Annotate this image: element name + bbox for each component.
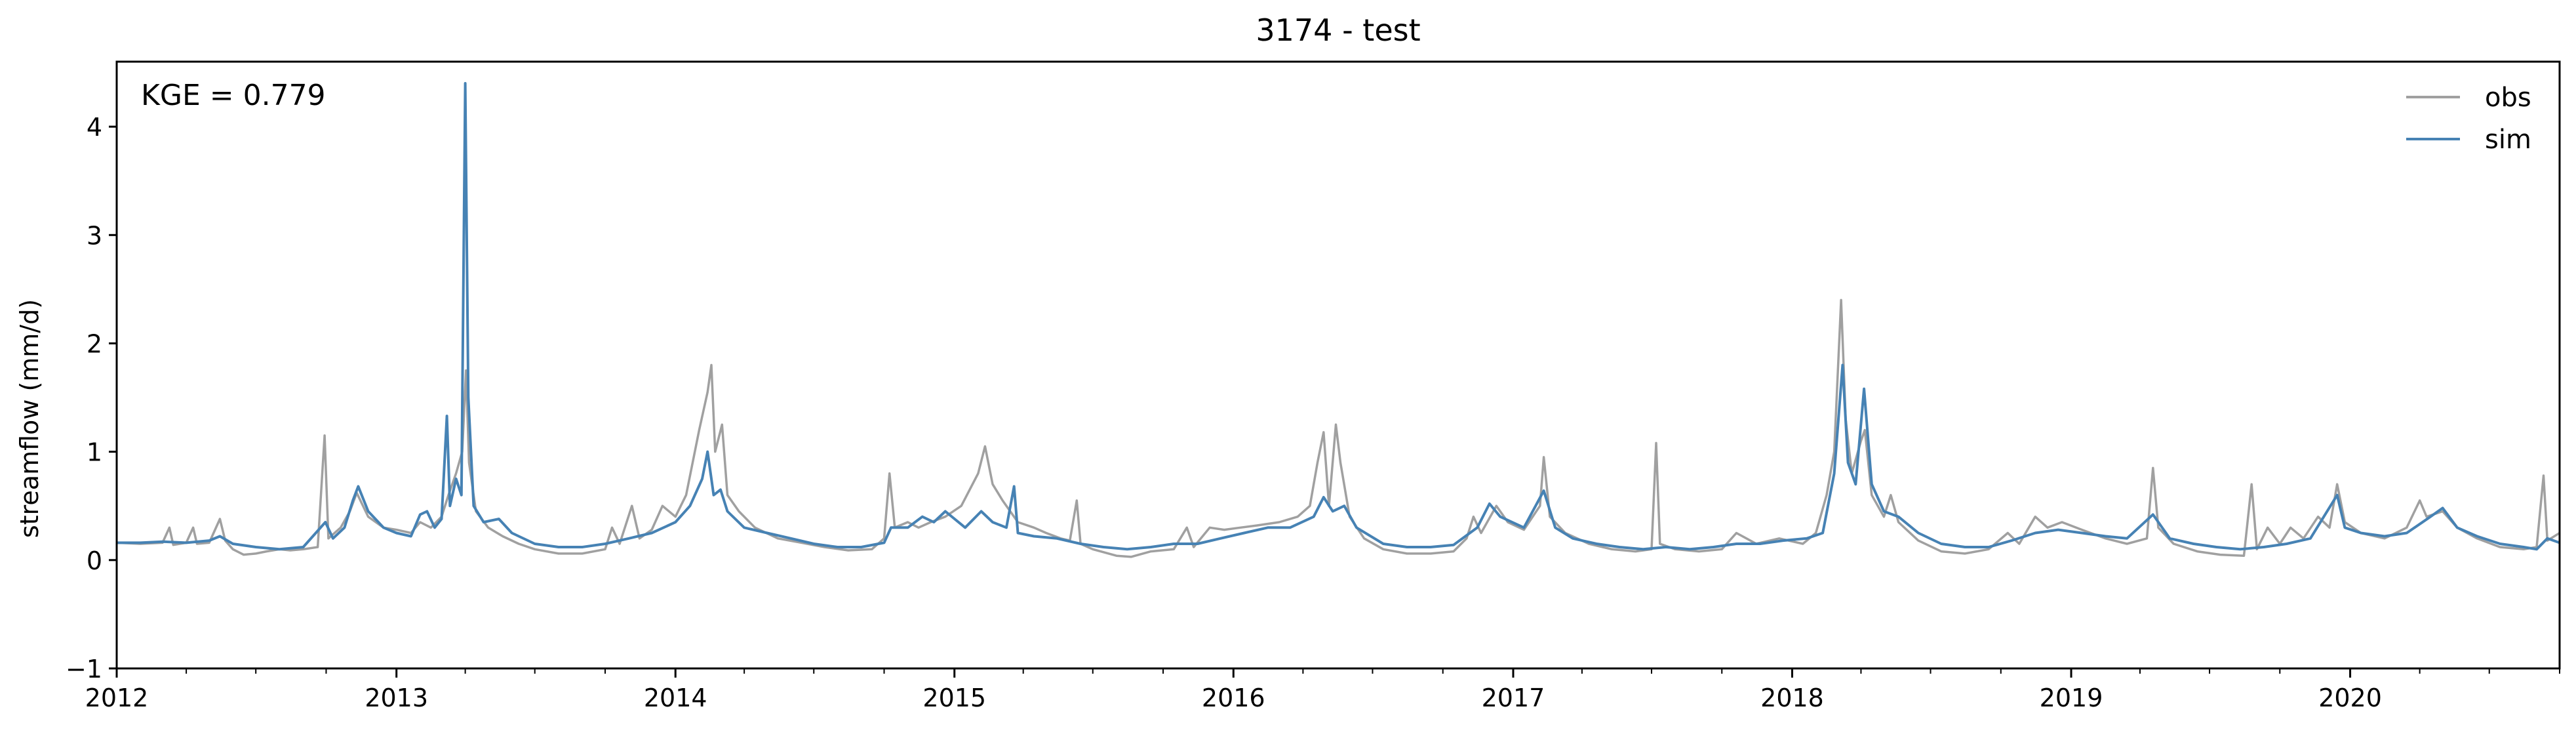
plot-frame [115, 60, 2561, 670]
x-tick-label: 2020 [2318, 684, 2382, 712]
x-tick-label: 2019 [2040, 684, 2103, 712]
x-tick-label: 2015 [922, 684, 986, 712]
legend-label-obs: obs [2485, 83, 2531, 113]
legend-label-sim: sim [2485, 125, 2531, 155]
y-tick-label: 1 [87, 438, 102, 467]
x-tick-label: 2012 [85, 684, 149, 712]
chart-title: 3174 - test [1256, 12, 1420, 48]
plot-area [117, 82, 2560, 558]
y-tick-label: 4 [87, 113, 102, 142]
y-axis: −1 0 1 2 3 4 [66, 113, 117, 684]
y-tick-label: 3 [87, 221, 102, 250]
x-tick-label: 2018 [1760, 684, 1824, 712]
series-line-sim [117, 82, 2560, 551]
x-axis: 2012 2013 2014 2015 2016 2017 2018 2019 2020 [85, 668, 2560, 712]
series-layer [117, 82, 2560, 558]
kge-annotation: KGE = 0.779 [141, 79, 326, 112]
x-tick-label: 2013 [365, 684, 428, 712]
y-axis-label: streamflow (mm/d) [15, 299, 44, 538]
y-tick-label: −1 [66, 655, 102, 684]
x-tick-label: 2017 [1482, 684, 1545, 712]
y-tick-label: 0 [87, 546, 102, 575]
legend: obs sim [2406, 83, 2531, 155]
y-tick-label: 2 [87, 329, 102, 358]
x-tick-label: 2014 [644, 684, 707, 712]
x-tick-label: 2016 [1202, 684, 1265, 712]
